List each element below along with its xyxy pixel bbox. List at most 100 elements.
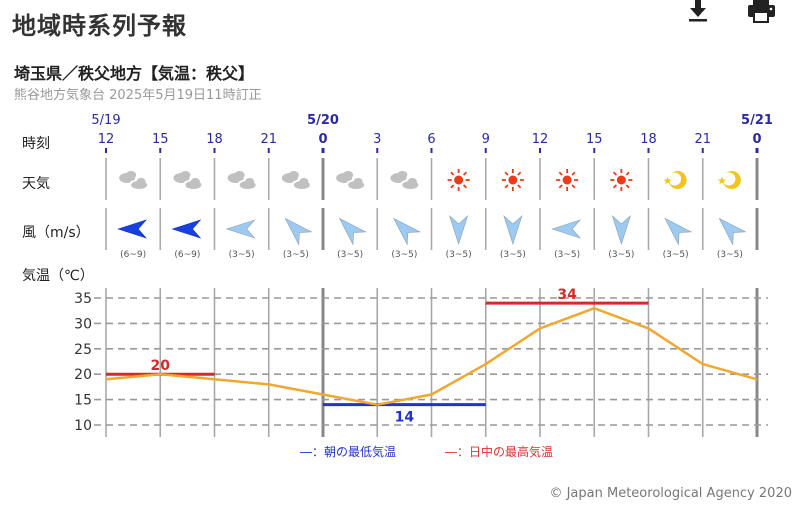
cloud-part [245,178,255,185]
sun-ray [558,184,563,189]
hour-label: 21 [694,132,711,147]
sun-ray [462,184,468,189]
date-label: 5/20 [307,113,339,128]
moon-cut [668,172,682,186]
sun-ray [450,171,455,176]
sun-core [508,175,518,185]
hour-label: 9 [482,132,490,147]
cloud-part [397,171,408,179]
wind-arrow-shape [171,219,202,239]
wind-speed-label: (3~5) [717,250,743,260]
sun-ray [571,184,576,189]
cloud-part [288,171,299,179]
wind-arrow-icon [449,215,469,245]
temperature-line [105,306,758,406]
clear-night-icon [717,171,741,189]
wind-speed-label: (3~5) [283,250,309,260]
print-button[interactable] [746,0,776,26]
wind-row-label: 風（m/s） [22,225,90,241]
wind-speed-label: (6~9) [174,250,200,260]
wind-arrow-icon [171,219,202,239]
download-icon [689,0,707,22]
hour-label: 15 [586,132,603,147]
wind-arrow-shape [449,215,469,245]
sun-ray [462,171,468,176]
wind-arrow-icon [611,215,631,245]
y-tick-label: 35 [74,291,92,307]
weather-row-label: 天気 [22,176,50,192]
cloudy-icon [336,171,365,189]
date-label: 5/21 [741,113,773,128]
sun-ray [612,171,618,176]
sun-ray [517,171,522,176]
sun-ray [612,184,618,189]
legend-max-temp: ―：日中の最高気温 [445,445,554,459]
hour-label: 12 [532,132,549,147]
wind-arrow-icon [338,217,367,246]
cloudy-icon [227,171,256,189]
page-title: 地域時系列予報 [12,12,187,40]
wind-arrow-icon [225,219,256,239]
printer-icon [748,0,775,23]
clear-night-icon [663,171,687,189]
hour-label: 0 [318,132,327,147]
annotation-value: 34 [557,287,577,303]
wind-arrow-shape [551,219,582,239]
cloud-part [180,171,191,179]
wind-arrow-shape [503,215,523,245]
hour-label: 12 [98,132,115,147]
sun-ray [450,184,455,189]
cloudy-icon [119,171,148,189]
wind-speed-label: (6~9) [120,250,146,260]
wind-arrow-icon [664,217,693,246]
cloud-part [126,171,137,179]
sun-core [454,175,464,185]
wind-arrow-shape [338,217,367,246]
hour-label: 15 [152,132,169,147]
moon-cut [722,172,736,186]
wind-speed-label: (3~5) [229,250,255,260]
issued-info: 熊谷地方気象台 2025年5月19日11時訂正 [14,88,262,103]
cloud-part [299,178,309,185]
cloud-part [353,178,363,185]
sun-ray [571,171,576,176]
wind-arrow-icon [393,217,422,246]
hour-label: 18 [640,132,657,147]
sunny-icon [447,169,470,191]
sun-ray [517,184,522,189]
wind-arrow-shape [225,219,256,239]
hour-label: 0 [752,132,761,147]
wind-arrow-icon [117,219,148,239]
wind-speed-label: (3~5) [608,250,634,260]
wind-arrow-shape [664,217,693,246]
sun-ray [625,184,630,189]
cloud-part [136,178,146,185]
wind-arrow-icon [718,217,747,246]
sunny-icon [610,169,633,191]
wind-arrow-shape [284,217,313,246]
y-tick-label: 25 [74,342,92,358]
cloud-part [407,178,417,185]
sunny-icon [556,169,579,191]
y-tick-label: 20 [74,367,92,383]
sun-core [562,175,572,185]
wind-speed-label: (3~5) [337,250,363,260]
wind-speed-label: (3~5) [391,250,417,260]
wind-speed-label: (3~5) [554,250,580,260]
y-tick-label: 30 [74,316,92,332]
sun-ray [504,184,509,189]
annotation-value: 20 [151,358,171,374]
wind-arrow-shape [611,215,631,245]
wind-speed-label: (3~5) [663,250,689,260]
y-tick-label: 15 [74,393,92,409]
sun-ray [504,171,509,176]
region-subtitle: 埼玉県／秩父地方【気温：秩父】 [14,64,255,83]
wind-arrow-shape [393,217,422,246]
wind-arrow-icon [551,219,582,239]
temp-row-label: 気温（℃） [22,268,94,284]
wind-arrow-icon [503,215,523,245]
download-button[interactable] [684,0,714,26]
cloudy-icon [390,171,419,189]
legend-min-temp: ―：朝の最低気温 [300,445,397,459]
